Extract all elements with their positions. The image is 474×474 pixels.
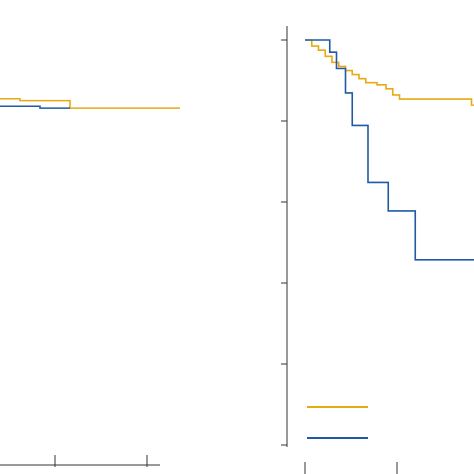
series-line-left-1 [0, 105, 70, 109]
right-panel [281, 26, 474, 474]
left-panel [0, 97, 180, 467]
series-line-right-1 [305, 39, 474, 261]
series-line-right-0 [305, 39, 474, 106]
series-line-left-0 [0, 97, 180, 109]
